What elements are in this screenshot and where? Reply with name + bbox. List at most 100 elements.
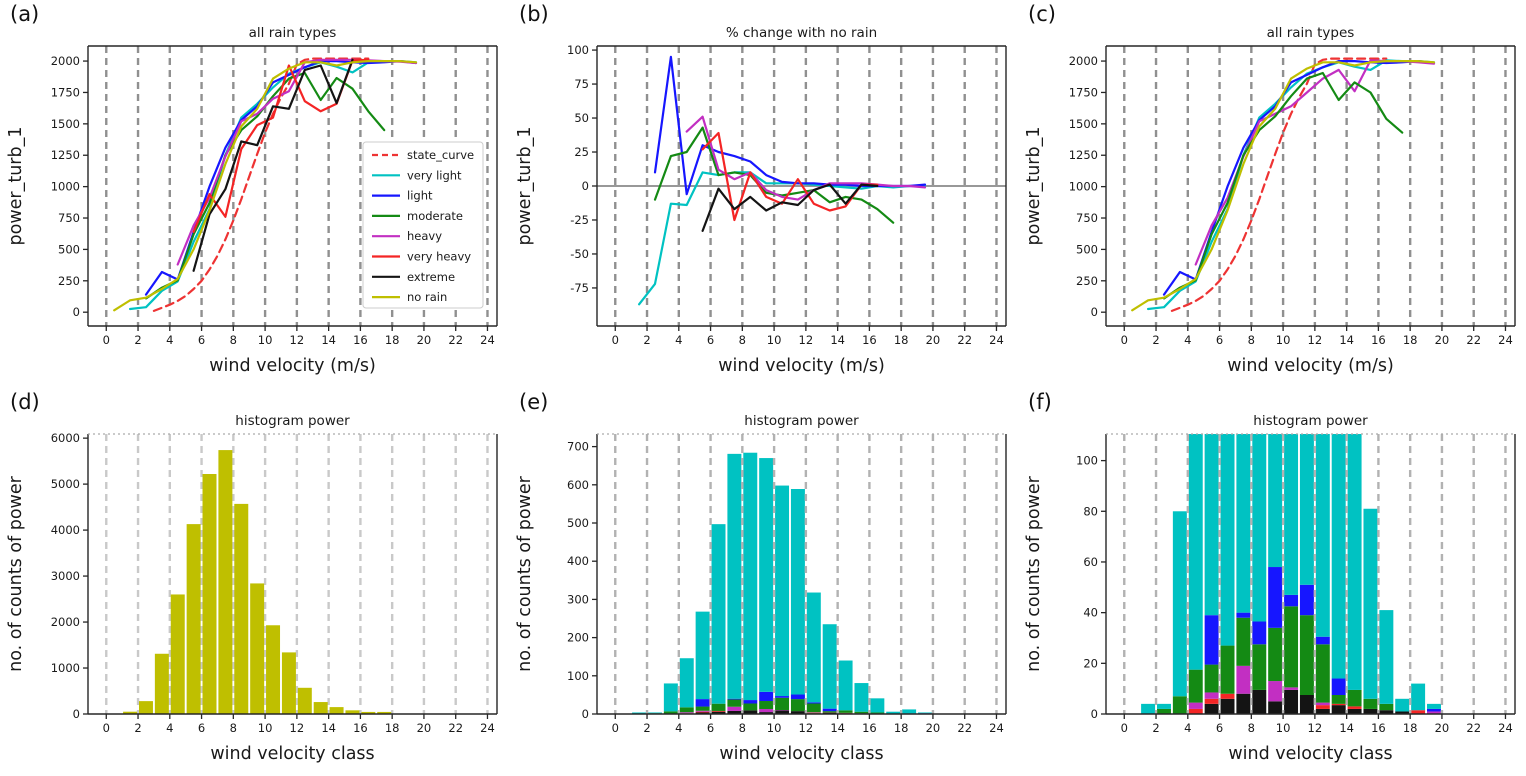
y-tick-label: 600: [567, 478, 589, 492]
panel-title: histogram power: [1253, 413, 1368, 429]
y-axis-label: power_turb_1: [515, 127, 535, 246]
bar-segment-light: [790, 694, 805, 700]
series-lines: [113, 57, 418, 312]
series-state_curve: [152, 57, 370, 312]
bar-segment-heavy: [679, 712, 694, 714]
y-tick-label: 1000: [51, 661, 80, 675]
x-tick-label: 6: [198, 721, 205, 735]
bar-segment-light: [1236, 612, 1251, 618]
series-lines: [638, 55, 927, 306]
bar-segment-moderate: [1315, 644, 1330, 703]
bar-segment-very_light: [790, 489, 805, 695]
x-tick-label: 12: [290, 721, 305, 735]
bar-segment-extreme: [759, 712, 774, 714]
bar-segment-heavy: [1268, 681, 1283, 702]
bar-segment-moderate: [695, 706, 710, 711]
bar-segment-very_light: [1299, 434, 1314, 585]
axis-ticks: 0 2 4 6 8 10 12 14 16 18 20 22 240250500750100012501…: [51, 54, 495, 347]
x-tick-label: 4: [675, 333, 682, 347]
x-tick-label: 14: [830, 333, 845, 347]
y-tick-label: 0: [73, 707, 80, 721]
bar: [123, 711, 138, 714]
bar-segment-heavy: [1315, 702, 1330, 706]
y-tick-label: 6000: [51, 431, 80, 445]
x-tick-label: 14: [1339, 721, 1354, 735]
x-tick-label: 8: [230, 721, 237, 735]
x-tick-label: 20: [417, 333, 432, 347]
bar-segment-heavy: [1188, 702, 1203, 709]
bar-segment-very_light: [743, 452, 758, 701]
bar-segment-light: [775, 696, 790, 698]
y-tick-label: 500: [567, 516, 589, 530]
panel-a-letter: (a): [10, 2, 40, 26]
bar-segment-extreme: [1252, 689, 1267, 714]
bar-segment-very_light: [647, 712, 662, 714]
bar-segment-very_light: [1172, 511, 1187, 697]
bar: [281, 652, 296, 714]
x-tick-label: 22: [448, 721, 463, 735]
x-tick-label: 8: [1248, 333, 1255, 347]
bar-segment-very_light: [1236, 434, 1251, 613]
legend-label: state_curve: [407, 148, 474, 162]
x-tick-label: 2: [134, 333, 141, 347]
x-tick-label: 8: [739, 333, 746, 347]
bar-segment-heavy: [1284, 687, 1299, 690]
bar-segment-moderate: [775, 697, 790, 710]
x-tick-label: 10: [767, 333, 782, 347]
y-axis-label: power_turb_1: [1024, 127, 1044, 246]
bar-segment-extreme: [1315, 708, 1330, 714]
x-tick-label: 24: [1498, 721, 1513, 735]
y-tick-label: 1750: [51, 85, 80, 99]
bar-segment-moderate: [838, 710, 853, 713]
bar-segment-light: [1315, 636, 1330, 645]
bar-segment-moderate: [759, 701, 774, 710]
panel-a: (a) 0 2 4 6 8 10 12 14 16 18 20 22 24 0 250 500 750 1000 1…: [0, 0, 509, 388]
x-axis-label: wind velocity (m/s): [1227, 356, 1394, 376]
bar-segment-very_light: [727, 453, 742, 699]
y-tick-label: 100: [567, 669, 589, 683]
panel-c: (c) 0 2 4 6 8 10 12 14 16 18 20 22 24 0 250 500 750 1000 1…: [1018, 0, 1526, 388]
x-tick-label: 6: [707, 721, 714, 735]
x-tick-label: 6: [707, 333, 714, 347]
x-tick-label: 12: [1308, 721, 1323, 735]
bar-segment-very_heavy: [1347, 706, 1362, 709]
bar-segment-moderate: [1379, 703, 1394, 711]
bar-segment-extreme: [790, 711, 805, 714]
y-tick-label: 0: [582, 707, 589, 721]
bar-segment-very_heavy: [1411, 710, 1426, 714]
x-tick-label: 24: [480, 721, 495, 735]
bar-segment-very_light: [1188, 434, 1203, 670]
panel-b-chart: 0 2 4 6 8 10 12 14 16 18 20 22 24-75-50-250255075100…: [515, 25, 1007, 376]
bar-segment-very_light: [1347, 434, 1362, 690]
bar-segment-moderate: [1156, 708, 1171, 714]
x-tick-label: 14: [321, 333, 336, 347]
panel-e-letter: (e): [519, 390, 549, 414]
bar-segment-very_light: [886, 711, 901, 714]
bar: [361, 711, 376, 714]
x-tick-label: 14: [1339, 333, 1354, 347]
x-tick-label: 22: [448, 333, 463, 347]
bar-segment-moderate: [1252, 644, 1267, 690]
x-tick-label: 22: [1466, 333, 1481, 347]
y-tick-label: 2000: [51, 615, 80, 629]
series-extreme: [701, 183, 879, 232]
x-tick-label: 2: [1152, 721, 1159, 735]
x-tick-label: 10: [1276, 333, 1291, 347]
panel-f-letter: (f): [1028, 390, 1052, 414]
panel-title: histogram power: [235, 413, 350, 429]
bar-segment-very_light: [1220, 434, 1235, 646]
bar-segment-moderate: [870, 712, 885, 714]
x-tick-label: 4: [1184, 721, 1191, 735]
bar-segment-extreme: [1379, 710, 1394, 714]
bar-segment-extreme: [711, 711, 726, 714]
bar-segment-very_heavy: [1204, 698, 1219, 704]
y-tick-label: 5000: [51, 477, 80, 491]
panel-b: (b) 0 2 4 6 8 10 12 14 16 18 20 22 24 -75 -50 -25 0 25 50 7…: [509, 0, 1018, 388]
x-tick-label: 2: [643, 721, 650, 735]
bar-segment-light: [1204, 615, 1219, 665]
bar-segment-extreme: [1331, 705, 1346, 714]
y-axis-label: no. of counts of power: [1024, 475, 1044, 671]
bar-segment-very_light: [695, 611, 710, 700]
axes-spines: [1105, 433, 1516, 715]
x-tick-label: 12: [799, 333, 814, 347]
